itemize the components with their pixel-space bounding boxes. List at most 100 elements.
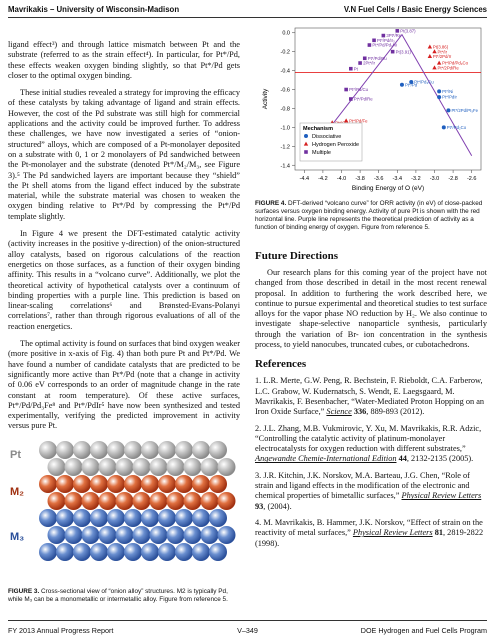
point <box>381 33 386 38</box>
atom <box>183 458 202 476</box>
atom <box>107 509 125 527</box>
point-label: Pt*/Pd₂Co <box>447 125 467 130</box>
point <box>367 43 372 47</box>
right-column: Future Directions Our research plans for… <box>255 250 487 555</box>
x-tick-label: -4.4 <box>300 176 309 182</box>
atom <box>73 509 91 527</box>
atom <box>149 458 168 476</box>
atom <box>90 509 108 527</box>
atom <box>47 526 66 544</box>
point-label: Pt*/Ni <box>442 89 453 94</box>
atom <box>132 458 151 476</box>
point-label: Pt*/Pd/Fe <box>349 118 368 123</box>
x-axis-title: Binding Energy of O (eV) <box>352 185 424 192</box>
figure-4: 0.0 -0.2 -0.4 -0.6 -0.8 -1.0 -1.2 -1.4 -4.4 -4.2 -… <box>262 27 482 192</box>
atom <box>141 475 159 493</box>
caption-text: DFT-derived “volcano curve” for ORR acti… <box>255 200 483 231</box>
figure-3: Pt M₂ M₃ <box>10 441 236 561</box>
point <box>432 49 437 54</box>
atom <box>47 458 66 476</box>
point-label: 2Pt*/Ir <box>363 61 376 66</box>
atom <box>149 526 168 544</box>
y-tick-label: -0.6 <box>281 88 290 94</box>
point-label: Pt*/Pd/Ir₃ <box>377 38 395 43</box>
y-axis-title: Activity <box>262 88 269 109</box>
point <box>349 66 353 71</box>
paragraph: Our research plans for this coming year … <box>255 268 487 350</box>
atom <box>141 509 159 527</box>
x-tick-label: -2.6 <box>467 176 476 182</box>
atom <box>73 441 91 459</box>
y-tick-label: 0.0 <box>282 31 290 37</box>
atom <box>98 526 117 544</box>
atom <box>64 526 83 544</box>
atom <box>166 492 185 510</box>
x-tick-label: -3.6 <box>374 176 383 182</box>
point-label: Pt(3.91) <box>396 49 412 54</box>
atom <box>39 543 57 561</box>
point <box>427 54 433 58</box>
atom <box>73 475 91 493</box>
reference-number: 2. <box>255 423 262 433</box>
point-label: 3Pt*/Re <box>386 33 401 38</box>
legend-label: Dissociative <box>312 134 341 140</box>
reference-journal: Angewandte Chemie-International Edition <box>255 454 397 464</box>
atom <box>166 526 185 544</box>
paragraph: ligand effect³) and through lattice mism… <box>8 40 240 80</box>
point <box>432 65 437 70</box>
x-tick-label: -4.2 <box>318 176 327 182</box>
point <box>372 38 376 43</box>
layer-label: M₂ <box>10 486 24 498</box>
layer-label: M₃ <box>10 531 24 543</box>
point <box>349 97 353 101</box>
atom <box>200 458 219 476</box>
atom <box>217 526 236 544</box>
atom <box>166 458 185 476</box>
point-label: Pt*/Ir <box>438 49 448 54</box>
point <box>358 61 362 65</box>
atom <box>124 475 142 493</box>
point-label: Pt*/2Pd/Pt₃Fe <box>451 108 478 113</box>
paragraph: In Figure 4 we present the DFT-estimated… <box>8 229 240 331</box>
y-tick-label: -1.2 <box>281 144 290 150</box>
reference-number: 1. <box>255 376 262 386</box>
atom <box>115 492 134 510</box>
reference-list: 1. L.R. Merte, G.W. Peng, R. Bechstein, … <box>255 376 487 548</box>
atom <box>183 526 202 544</box>
point <box>409 79 414 84</box>
atom <box>175 441 193 459</box>
y-tick-label: -0.4 <box>281 69 290 75</box>
x-tick-label: -3.4 <box>393 176 402 182</box>
caption-text: Cross-sectional view of “onion alloy” st… <box>8 588 228 603</box>
point <box>344 87 348 92</box>
point-label: Pt <box>354 66 359 71</box>
paragraph: These initial studies revealed a strateg… <box>8 88 240 221</box>
reference-pages: , (2004). <box>263 501 292 511</box>
reference: 1. L.R. Merte, G.W. Peng, R. Bechstein, … <box>255 376 487 417</box>
point-label: Pt*/Pd/Cu <box>349 87 368 92</box>
x-tick-label: -3.2 <box>411 176 420 182</box>
point <box>343 118 349 123</box>
legend-marker <box>303 141 309 146</box>
point-label: Pt*/Pd/Pd₃Ni <box>372 43 396 48</box>
left-column: ligand effect³) and through lattice mism… <box>8 40 240 439</box>
atom <box>200 526 219 544</box>
atom <box>175 509 193 527</box>
footer-right: DOE Hydrogen and Fuel Cells Program <box>360 626 487 635</box>
point-label: Pt(3.86) <box>433 45 449 50</box>
point <box>427 44 433 49</box>
atom <box>115 526 134 544</box>
figure-3-caption: FIGURE 3. Cross-sectional view of “onion… <box>8 588 240 604</box>
atom <box>81 492 100 510</box>
reference-journal: Physical Review Letters <box>401 491 482 501</box>
atom <box>81 526 100 544</box>
reference-volume: 81 <box>434 528 444 538</box>
reference-volume: 93 <box>255 501 264 511</box>
atom <box>158 475 176 493</box>
legend-label: Multiple <box>312 150 331 156</box>
reference-journal: Science <box>326 407 352 417</box>
legend-box <box>299 122 363 162</box>
layer-label: Pt <box>10 449 21 461</box>
